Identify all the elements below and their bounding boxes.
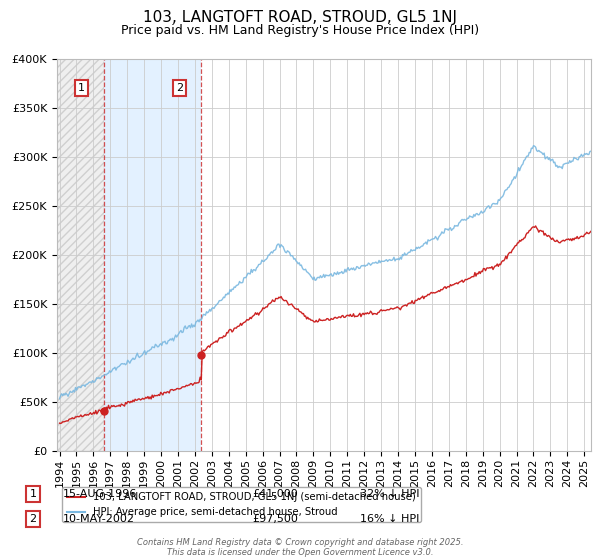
Text: 1: 1 [78,83,85,93]
Text: £41,000: £41,000 [252,489,298,499]
Text: 15-AUG-1996: 15-AUG-1996 [63,489,137,499]
Text: 103, LANGTOFT ROAD, STROUD, GL5 1NJ: 103, LANGTOFT ROAD, STROUD, GL5 1NJ [143,10,457,25]
Legend: 103, LANGTOFT ROAD, STROUD, GL5 1NJ (semi-detached house), HPI: Average price, s: 103, LANGTOFT ROAD, STROUD, GL5 1NJ (sem… [62,487,421,522]
Text: 2: 2 [29,514,37,524]
Text: 16% ↓ HPI: 16% ↓ HPI [360,514,419,524]
Text: 32% ↓ HPI: 32% ↓ HPI [360,489,419,499]
Text: £97,500: £97,500 [252,514,298,524]
Text: 1: 1 [29,489,37,499]
Bar [104,59,201,451]
Text: 2: 2 [176,83,183,93]
Text: 10-MAY-2002: 10-MAY-2002 [63,514,135,524]
Bar [57,59,104,451]
Text: Price paid vs. HM Land Registry's House Price Index (HPI): Price paid vs. HM Land Registry's House … [121,24,479,36]
Text: Contains HM Land Registry data © Crown copyright and database right 2025.
This d: Contains HM Land Registry data © Crown c… [137,538,463,557]
